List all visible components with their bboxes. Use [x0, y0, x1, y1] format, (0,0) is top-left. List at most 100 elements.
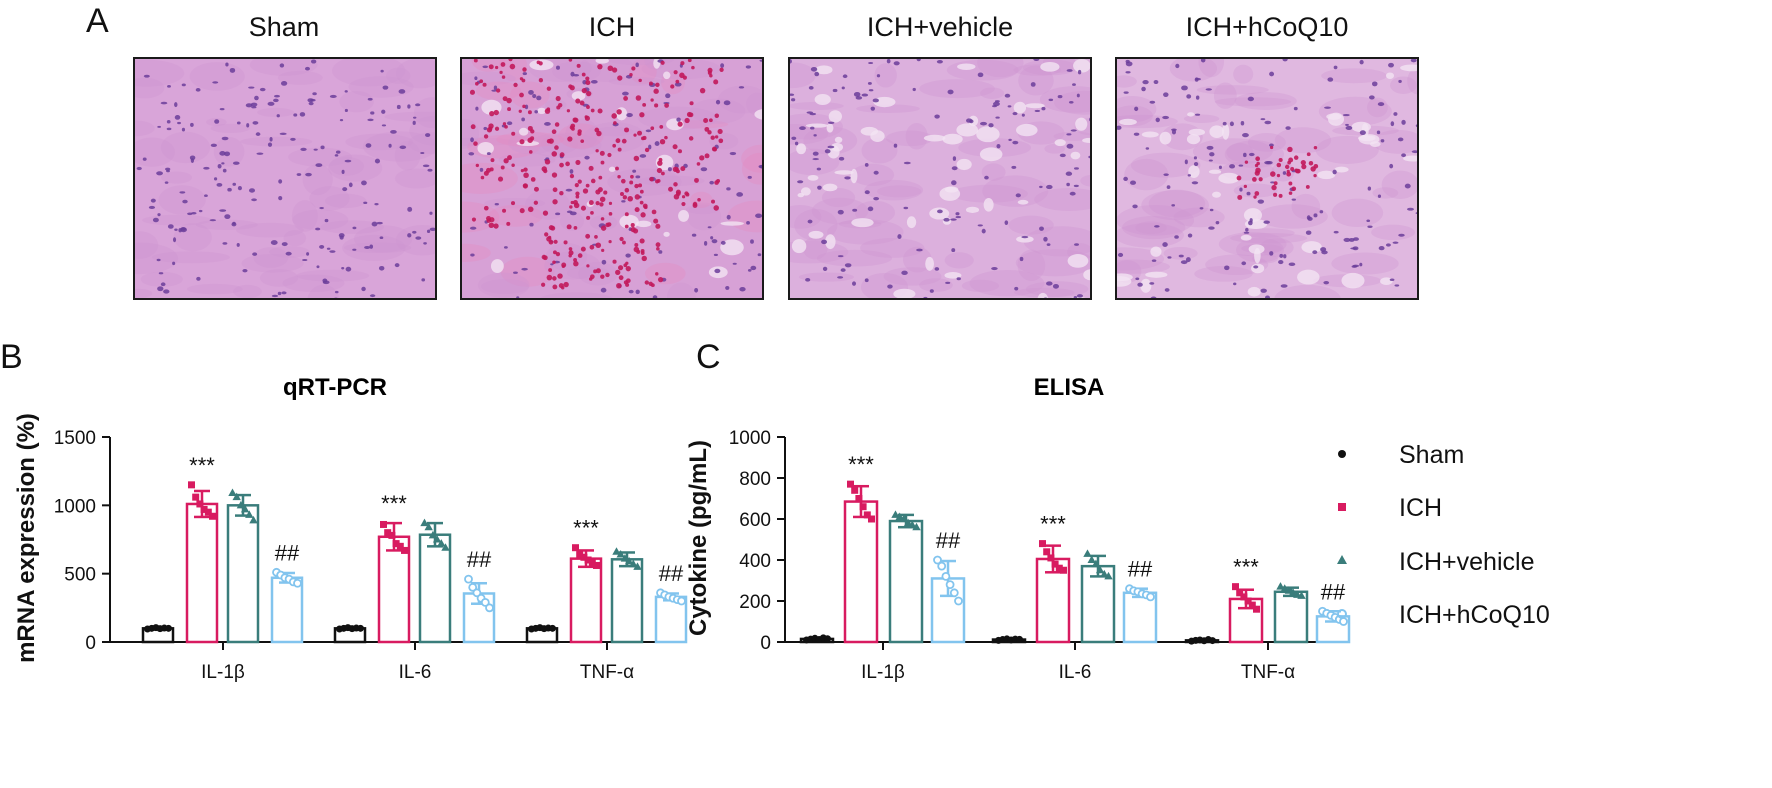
- cell-nucleus: [1253, 265, 1259, 269]
- tissue-vacuole: [873, 96, 896, 108]
- red-blood-cell: [1290, 167, 1295, 171]
- tissue-vacuole: [1073, 59, 1090, 73]
- cell-nucleus: [715, 99, 721, 105]
- cell-nucleus: [1377, 194, 1382, 198]
- red-blood-cell: [529, 150, 533, 154]
- cell-nucleus: [293, 113, 298, 117]
- red-blood-cell: [588, 277, 593, 281]
- tissue-fiber: [385, 67, 411, 84]
- tissue-vacuole: [979, 147, 1003, 162]
- cell-nucleus: [413, 116, 417, 119]
- cell-nucleus: [486, 152, 491, 156]
- tissue-fiber: [874, 63, 897, 88]
- tissue-fiber: [1257, 204, 1328, 229]
- red-blood-cell: [488, 123, 494, 129]
- cell-nucleus: [156, 258, 161, 262]
- red-blood-cell: [580, 246, 586, 252]
- tissue-fiber: [1390, 76, 1417, 94]
- red-blood-cell: [1278, 157, 1283, 163]
- tissue-vacuole: [754, 109, 762, 120]
- cell-nucleus: [369, 294, 376, 298]
- cell-nucleus: [412, 230, 417, 234]
- cell-nucleus: [237, 185, 242, 191]
- tissue-fiber: [686, 202, 722, 231]
- red-blood-cell: [594, 235, 598, 239]
- red-blood-cell: [654, 103, 659, 108]
- red-blood-cell: [616, 282, 622, 289]
- cell-nucleus: [977, 224, 983, 227]
- tissue-fiber: [1117, 223, 1184, 248]
- x-tick-label: IL-1β: [861, 662, 905, 683]
- red-blood-cell: [615, 166, 619, 171]
- red-blood-cell: [573, 117, 579, 123]
- cell-nucleus: [259, 87, 266, 92]
- red-blood-cell: [507, 107, 511, 112]
- red-blood-cell: [672, 144, 678, 150]
- cell-nucleus: [934, 267, 940, 271]
- cell-nucleus: [726, 187, 731, 191]
- data-point: [580, 553, 588, 561]
- cell-nucleus: [1004, 220, 1009, 226]
- red-blood-cell: [687, 59, 692, 63]
- cell-nucleus: [528, 90, 534, 95]
- tissue-fiber: [902, 246, 932, 273]
- data-point: [437, 539, 446, 547]
- cell-nucleus: [1242, 133, 1249, 138]
- cell-nucleus: [426, 229, 431, 234]
- cell-nucleus: [1046, 184, 1053, 190]
- cell-nucleus: [901, 270, 908, 275]
- cell-nucleus: [281, 242, 288, 247]
- cell-nucleus: [322, 280, 330, 285]
- cell-nucleus: [1367, 186, 1372, 191]
- red-blood-cell: [519, 139, 525, 145]
- tissue-fiber: [135, 59, 185, 87]
- red-blood-cell: [577, 129, 582, 134]
- cell-nucleus: [805, 277, 811, 282]
- tissue-fiber: [344, 242, 412, 254]
- tissue-vacuole: [851, 218, 874, 228]
- red-blood-cell: [504, 124, 508, 129]
- cell-nucleus: [799, 126, 806, 131]
- cell-nucleus: [1415, 212, 1417, 215]
- significance-label: ***: [573, 516, 599, 541]
- cell-nucleus: [189, 155, 196, 161]
- red-blood-cell: [703, 117, 709, 123]
- cell-nucleus: [278, 179, 283, 184]
- red-blood-cell: [634, 194, 641, 200]
- tissue-vacuole: [1082, 137, 1090, 143]
- data-point: [428, 530, 438, 539]
- cell-nucleus: [1164, 288, 1170, 292]
- chart-title-qrt-pcr: qRT-PCR: [283, 374, 387, 401]
- tissue-vacuole: [942, 133, 963, 145]
- data-point: [240, 504, 250, 513]
- tissue-vacuole: [1209, 125, 1225, 138]
- cell-nucleus: [1171, 128, 1177, 131]
- cell-nucleus: [1333, 230, 1339, 234]
- tissue-fiber: [1381, 170, 1417, 199]
- cell-nucleus: [1052, 283, 1059, 289]
- red-blood-cell: [696, 162, 701, 166]
- cell-nucleus: [1046, 281, 1053, 286]
- cell-nucleus: [1011, 165, 1017, 169]
- y-tick-label: 0: [760, 633, 771, 654]
- tissue-vacuole: [1083, 269, 1090, 281]
- red-blood-cell: [480, 175, 485, 180]
- red-blood-cell: [585, 233, 591, 239]
- tissue-fiber: [1233, 64, 1254, 84]
- cell-nucleus: [166, 127, 172, 131]
- cell-nucleus: [374, 203, 379, 206]
- tissue-fiber: [277, 70, 323, 85]
- cell-nucleus: [157, 286, 164, 292]
- tissue-fiber: [408, 132, 435, 155]
- tissue-fiber: [160, 131, 211, 164]
- tissue-fiber: [395, 224, 435, 256]
- cell-nucleus: [872, 98, 879, 103]
- data-point: [1288, 588, 1298, 596]
- red-blood-cell: [1286, 171, 1292, 177]
- red-blood-cell: [1273, 192, 1278, 197]
- cell-nucleus: [1238, 164, 1244, 167]
- tissue-fiber: [142, 214, 212, 226]
- red-blood-cell: [546, 86, 552, 91]
- red-blood-cell: [580, 205, 586, 211]
- data-point: [859, 503, 867, 511]
